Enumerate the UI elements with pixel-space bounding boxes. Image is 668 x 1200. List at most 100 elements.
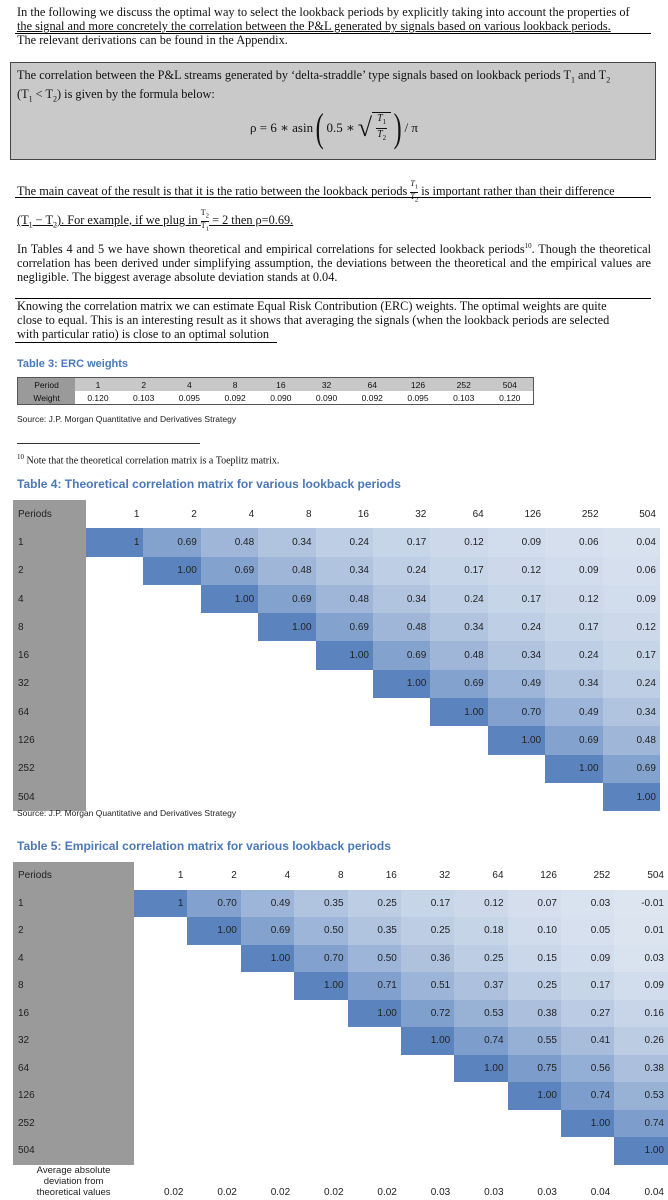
table5-header-row: Periods 1 2 4 8 16 32 64 126 252 504	[13, 862, 668, 890]
table5-cell: 1.00	[347, 999, 401, 1027]
tables-para-b: . Though the theoretical correlation has…	[17, 242, 651, 285]
table4-col-header: 126	[487, 500, 546, 529]
table4-corner: Periods	[13, 500, 86, 529]
tables-para-a: In Tables 4 and 5 we have shown theoreti…	[17, 242, 525, 257]
table5-empty-cell	[241, 1082, 294, 1110]
erc-paragraph: Knowing the correlation matrix we can es…	[17, 299, 651, 341]
table4-cell: 0.69	[258, 584, 316, 614]
footnote-text: Note that the theoretical correlation ma…	[24, 455, 280, 467]
table4-empty-cell	[201, 641, 258, 669]
table5-row-label: 504	[13, 1137, 135, 1165]
table5-row: 64 1.00 0.75 0.56 0.38	[13, 1054, 668, 1083]
table5-row-label: 8	[13, 972, 135, 1000]
table5-row-label: 16	[13, 999, 135, 1027]
table5-empty-cell	[134, 1055, 187, 1083]
table5-avg-label-line: theoretical values	[36, 1186, 111, 1198]
table5-empty-cell	[134, 1110, 187, 1138]
table5-row: 252 1.00 0.74	[13, 1109, 668, 1138]
table5-empty-cell	[187, 1000, 240, 1028]
table5-corner: Periods	[13, 862, 135, 890]
table4-cell: 1	[86, 528, 144, 557]
table5-cell: 0.37	[454, 972, 508, 1000]
table5-col-header: 504	[614, 862, 668, 890]
table5-cell: 0.38	[507, 999, 561, 1027]
table4-cell: 0.48	[372, 613, 431, 642]
table5-cell: 0.35	[294, 889, 348, 917]
table5-row: 2 1.00 0.69 0.50 0.35 0.25 0.18 0.10 0.05 0.01	[13, 917, 668, 945]
erc-period-cell: 8	[212, 377, 258, 391]
tables-paragraph: In Tables 4 and 5 we have shown theoreti…	[17, 239, 651, 284]
table4-row: 64 1.00 0.70 0.49 0.34	[13, 698, 660, 727]
table4-row: 252 1.00 0.69	[13, 754, 660, 783]
table5-empty-cell	[187, 1110, 240, 1138]
table4-cell: 0.12	[430, 528, 488, 557]
table5-avg-cell: 0.02	[217, 1186, 237, 1198]
table5-col-header: 8	[294, 862, 348, 890]
table4-cell: 0.49	[487, 669, 546, 699]
table4-row-label: 8	[13, 613, 86, 642]
table5-cell: 0.74	[454, 1027, 508, 1055]
table4-empty-cell	[488, 783, 545, 811]
intro-line-3: The relevant derivations can be found in…	[17, 33, 288, 47]
table4-cell: 0.48	[200, 528, 259, 557]
table5-col-header: 64	[454, 862, 508, 890]
table4-empty-cell	[258, 641, 315, 669]
table5-empty-cell	[241, 1137, 294, 1165]
table5-empty-cell	[187, 1055, 240, 1083]
table4-cell: 0.69	[200, 556, 259, 585]
table5-row: 504 1.00	[13, 1137, 668, 1165]
box-text-c: (T	[17, 87, 29, 102]
table5-empty-cell	[187, 945, 240, 973]
table5-empty-cell	[294, 1027, 347, 1055]
table5-empty-cell	[241, 1027, 294, 1055]
erc-weight-cell: 0.095	[407, 392, 429, 403]
table5-empty-cell	[241, 972, 294, 1000]
table4-empty-cell	[201, 755, 258, 783]
erc-rule-bottom	[15, 342, 277, 343]
table3-caption: Table 3: ERC weights	[17, 358, 129, 370]
box-text-d: < T	[32, 87, 53, 102]
table5-cell: 0.38	[614, 1054, 668, 1082]
table5-avg-cell: 0.04	[644, 1186, 664, 1198]
table4-empty-cell	[316, 783, 373, 811]
caveat-example-fraction: T2 T1	[200, 208, 209, 233]
table4-cell: 0.69	[602, 754, 660, 783]
table4-cell: 0.12	[545, 584, 603, 614]
table4-empty-cell	[86, 613, 143, 641]
table4-empty-cell	[143, 698, 200, 726]
table5-empty-cell	[134, 1137, 187, 1165]
table4-cell: 0.12	[602, 613, 660, 642]
table4-cell: 1.00	[602, 782, 660, 812]
table4-cell: 0.34	[315, 556, 373, 585]
footnote-ref[interactable]: 10	[524, 242, 532, 250]
erc-period-cell: 2	[120, 377, 167, 391]
erc-period-cell: 126	[395, 377, 441, 391]
table5-cell: 0.70	[187, 889, 241, 917]
table5-cell: 1.00	[560, 1109, 615, 1137]
table4-row-label: 64	[13, 698, 86, 727]
caveat-f: = 2 then ρ=0.69.	[212, 213, 294, 228]
table4-empty-cell	[316, 698, 373, 726]
table4-cell: 0.17	[545, 613, 603, 642]
table5-cell: -0.01	[614, 889, 668, 917]
table5-cell: 0.51	[400, 972, 455, 1000]
table5-empty-cell	[508, 1110, 561, 1138]
table4-empty-cell	[488, 755, 545, 783]
table4-col-header: 32	[372, 500, 431, 529]
table4-row-label: 32	[13, 669, 86, 699]
table4-empty-cell	[545, 783, 602, 811]
table4-cell: 1.00	[487, 726, 546, 755]
table4-cell: 0.34	[430, 613, 488, 642]
table5-row-label: 64	[13, 1054, 135, 1082]
table5-cell: 0.74	[614, 1109, 668, 1137]
caveat-d: − T	[32, 213, 53, 228]
table4-row: 8 1.00 0.69 0.48 0.34 0.24 0.17 0.12	[13, 613, 660, 642]
table5-cell: 0.50	[347, 944, 401, 972]
table5-empty-cell	[187, 1137, 240, 1165]
table5-empty-cell	[348, 1082, 401, 1110]
table4-empty-cell	[86, 585, 143, 613]
table4-empty-cell	[201, 726, 258, 754]
table4-cell: 0.09	[602, 584, 660, 614]
table5-empty-cell	[134, 1027, 187, 1055]
table5-cell: 0.05	[560, 917, 615, 945]
